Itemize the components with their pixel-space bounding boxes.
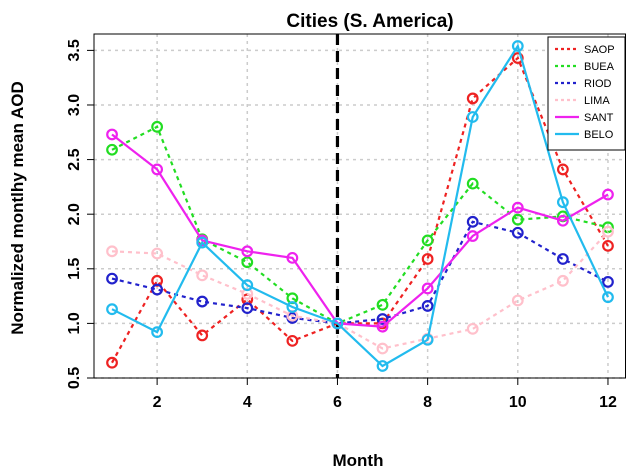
- series-layer: [106, 40, 614, 372]
- series-belo: [106, 40, 614, 372]
- data-point: [556, 214, 569, 227]
- data-point: [106, 143, 118, 156]
- x-tick-label: 6: [333, 394, 342, 411]
- x-tick-label: 4: [243, 394, 252, 411]
- data-point: [421, 282, 434, 295]
- series-line-saop: [111, 56, 609, 364]
- chart-title: Cities (S. America): [286, 11, 453, 32]
- series-sant: [106, 128, 614, 333]
- y-tick-label: 3.5: [66, 39, 83, 61]
- y-tick-label: 2.5: [66, 148, 83, 170]
- data-point: [106, 272, 118, 285]
- data-point: [602, 239, 614, 252]
- data-point: [286, 301, 299, 313]
- data-point: [511, 226, 524, 239]
- series-lima: [106, 225, 614, 355]
- data-point: [556, 196, 569, 209]
- data-point: [376, 313, 389, 325]
- legend-label: RIOD: [584, 78, 612, 90]
- x-tick-label: 12: [599, 394, 617, 411]
- series-line-sant: [111, 133, 609, 328]
- y-tick-label: 2.0: [66, 203, 83, 225]
- data-point: [556, 274, 569, 287]
- data-point: [241, 245, 254, 258]
- grid: [94, 34, 626, 379]
- data-point: [466, 177, 479, 190]
- legend-label: BUEA: [584, 61, 615, 73]
- data-point: [106, 356, 118, 369]
- legend-label: LIMA: [584, 95, 610, 107]
- legend-label: SANT: [584, 112, 614, 124]
- data-point: [421, 333, 434, 346]
- legend-box: [547, 36, 626, 151]
- data-point: [556, 163, 569, 176]
- data-point: [151, 120, 164, 133]
- series-line-lima: [111, 230, 609, 350]
- data-point: [196, 269, 209, 282]
- data-point: [241, 256, 254, 269]
- y-tick-label: 1.0: [66, 312, 83, 334]
- y-tick-label: 3.0: [66, 94, 83, 116]
- x-axis-label: Month: [333, 451, 384, 470]
- data-point: [466, 111, 479, 123]
- data-point: [556, 253, 569, 265]
- data-point: [602, 225, 614, 238]
- data-point: [376, 360, 389, 372]
- data-point: [421, 234, 434, 247]
- x-tick-label: 8: [423, 394, 432, 411]
- data-point: [376, 342, 389, 355]
- y-tick-label: 0.5: [66, 367, 83, 389]
- data-point: [421, 253, 434, 265]
- legend-label: BELO: [584, 129, 614, 141]
- data-point: [511, 52, 524, 64]
- data-point: [241, 302, 254, 315]
- data-point: [602, 291, 614, 304]
- series-saop: [106, 52, 614, 369]
- data-point: [511, 40, 524, 52]
- data-point: [151, 247, 164, 260]
- data-point: [106, 303, 118, 316]
- data-point: [466, 230, 479, 242]
- series-riod: [106, 215, 614, 330]
- data-point: [602, 188, 614, 201]
- data-point: [602, 275, 614, 288]
- data-point: [106, 245, 118, 258]
- data-point: [466, 215, 479, 228]
- data-point: [376, 320, 389, 333]
- data-point: [421, 300, 434, 312]
- data-point: [196, 295, 209, 308]
- data-point: [151, 283, 164, 296]
- data-point: [241, 279, 254, 292]
- y-tick-label: 1.5: [66, 258, 83, 280]
- data-point: [511, 294, 524, 307]
- data-point: [151, 326, 164, 339]
- data-point: [196, 236, 209, 249]
- series-line-buea: [111, 125, 609, 325]
- data-point: [376, 298, 389, 311]
- data-point: [466, 322, 479, 335]
- data-point: [286, 334, 299, 347]
- data-point: [151, 163, 164, 176]
- data-point: [286, 251, 299, 264]
- legend-label: SAOP: [584, 44, 615, 56]
- plot-frame: [93, 33, 626, 379]
- data-point: [511, 213, 524, 226]
- data-point: [196, 329, 209, 342]
- data-point: [466, 92, 479, 105]
- series-line-riod: [111, 220, 609, 325]
- x-tick-label: 2: [153, 394, 162, 411]
- axes: 2 4 6 8 10 12 0.5 1.0 1.5 2.0 2.5 3.0 3.5: [66, 39, 617, 411]
- data-point: [106, 128, 118, 141]
- data-point: [511, 201, 524, 214]
- data-point: [331, 317, 344, 330]
- series-line-belo: [111, 43, 609, 368]
- y-axis-label: Normalized montlhy mean AOD: [8, 81, 27, 334]
- x-tick-label: 10: [509, 394, 527, 411]
- legend: SAOP BUEA RIOD LIMA SANT BELO: [547, 36, 626, 151]
